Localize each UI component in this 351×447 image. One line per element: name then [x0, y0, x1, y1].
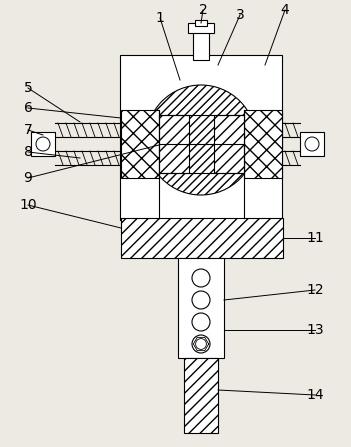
Bar: [31, 132, 55, 156]
Bar: [121, 110, 159, 178]
Bar: [214, 115, 244, 173]
Circle shape: [192, 291, 210, 309]
Text: 13: 13: [306, 323, 324, 337]
Text: 14: 14: [306, 388, 324, 402]
Circle shape: [192, 335, 210, 353]
Circle shape: [192, 269, 210, 287]
Circle shape: [192, 313, 210, 331]
Bar: [193, 30, 209, 60]
Circle shape: [146, 85, 256, 195]
Text: 12: 12: [306, 283, 324, 297]
Bar: [120, 55, 282, 220]
Circle shape: [305, 137, 319, 151]
Text: 9: 9: [24, 171, 32, 185]
Bar: [184, 358, 218, 433]
Text: 8: 8: [24, 145, 32, 159]
Text: 10: 10: [19, 198, 37, 212]
Text: 1: 1: [155, 11, 164, 25]
Bar: [244, 110, 282, 178]
Bar: [121, 218, 283, 258]
Text: 3: 3: [236, 8, 244, 22]
Circle shape: [36, 137, 50, 151]
Text: 6: 6: [24, 101, 32, 115]
Text: 4: 4: [281, 3, 289, 17]
Text: 7: 7: [24, 123, 32, 137]
Bar: [300, 132, 324, 156]
Bar: [195, 20, 207, 26]
Text: 2: 2: [199, 3, 207, 17]
Bar: [159, 115, 189, 173]
Text: 11: 11: [306, 231, 324, 245]
Circle shape: [196, 338, 206, 350]
Bar: [188, 23, 214, 33]
Bar: [178, 258, 224, 358]
Text: 5: 5: [24, 81, 32, 95]
